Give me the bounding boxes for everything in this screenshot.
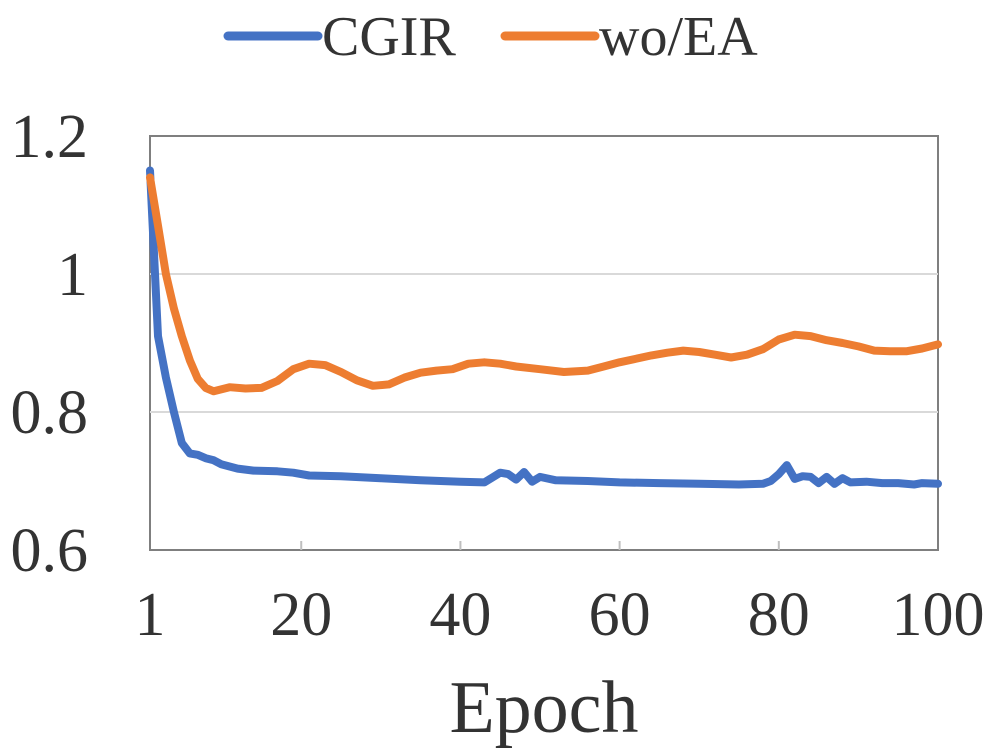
y-tick-label: 0.8 (11, 379, 89, 447)
series-line-cgir (146, 166, 942, 489)
x-tick-label: 20 (270, 581, 332, 649)
legend-label-cgir: CGIR (322, 6, 456, 68)
x-tick-label: 100 (892, 581, 985, 649)
legend: CGIR wo/EA (223, 6, 758, 68)
series-line-wo-ea (146, 173, 942, 396)
y-tick-label: 0.6 (11, 517, 89, 585)
x-axis-labels: 1 20 40 60 80 100 (135, 581, 985, 649)
x-tick-label: 60 (589, 581, 651, 649)
y-tick-label: 1.2 (11, 103, 89, 171)
x-tick-label: 40 (429, 581, 491, 649)
gridlines (150, 273, 938, 413)
y-tick-label: 1 (57, 241, 88, 309)
x-tick-label: 80 (748, 581, 810, 649)
y-axis-labels: 0.6 0.8 1 1.2 (11, 103, 89, 585)
x-tick-label: 1 (135, 581, 166, 649)
plot-frame (149, 135, 939, 551)
series-lines (146, 166, 942, 489)
x-axis-title: Epoch (449, 667, 638, 749)
x-axis-ticks (300, 541, 780, 550)
plot-area (146, 135, 942, 551)
legend-label-wo-ea: wo/EA (599, 6, 758, 68)
